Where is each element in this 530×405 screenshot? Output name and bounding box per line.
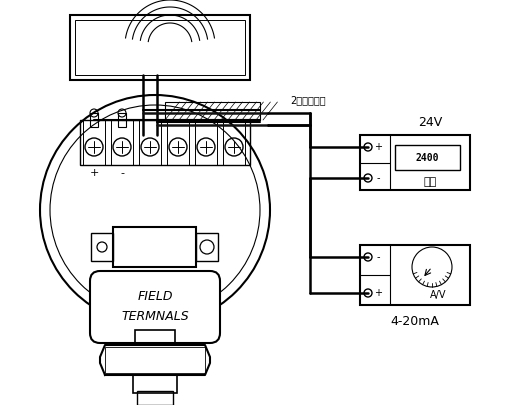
Bar	[223, 120, 245, 165]
Circle shape	[364, 174, 372, 182]
Bar	[70, 15, 250, 80]
Text: -: -	[376, 173, 380, 183]
Text: +: +	[90, 168, 99, 178]
Bar	[196, 233, 218, 261]
Circle shape	[364, 143, 372, 151]
Text: 2线不分极性: 2线不分极性	[290, 95, 325, 105]
Text: 2400: 2400	[415, 153, 439, 163]
Bar	[118, 113, 126, 127]
Bar	[139, 120, 161, 165]
Text: +: +	[374, 288, 382, 298]
Bar	[91, 233, 113, 261]
Circle shape	[364, 289, 372, 297]
Bar	[133, 375, 177, 393]
Bar	[360, 245, 470, 305]
Text: A/V: A/V	[430, 290, 446, 300]
Text: TERMNALS: TERMNALS	[121, 311, 189, 324]
Text: 24V: 24V	[418, 116, 442, 129]
Bar	[105, 347, 205, 373]
Bar	[395, 145, 460, 170]
Bar	[75, 20, 245, 75]
FancyBboxPatch shape	[90, 271, 220, 343]
Bar	[80, 120, 250, 165]
Bar	[111, 120, 133, 165]
Bar	[90, 113, 98, 127]
Bar	[135, 330, 175, 345]
Text: 4-20mA: 4-20mA	[391, 315, 439, 328]
Circle shape	[364, 253, 372, 261]
Bar	[165, 102, 260, 120]
Bar	[195, 120, 217, 165]
Bar	[83, 120, 105, 165]
Bar	[113, 227, 196, 267]
Text: +: +	[374, 142, 382, 152]
Bar	[137, 391, 173, 405]
Text: 电源: 电源	[423, 177, 437, 187]
Text: -: -	[376, 252, 380, 262]
Bar	[360, 135, 470, 190]
Text: FIELD: FIELD	[137, 290, 173, 303]
Bar	[167, 120, 189, 165]
Text: -: -	[120, 168, 124, 178]
